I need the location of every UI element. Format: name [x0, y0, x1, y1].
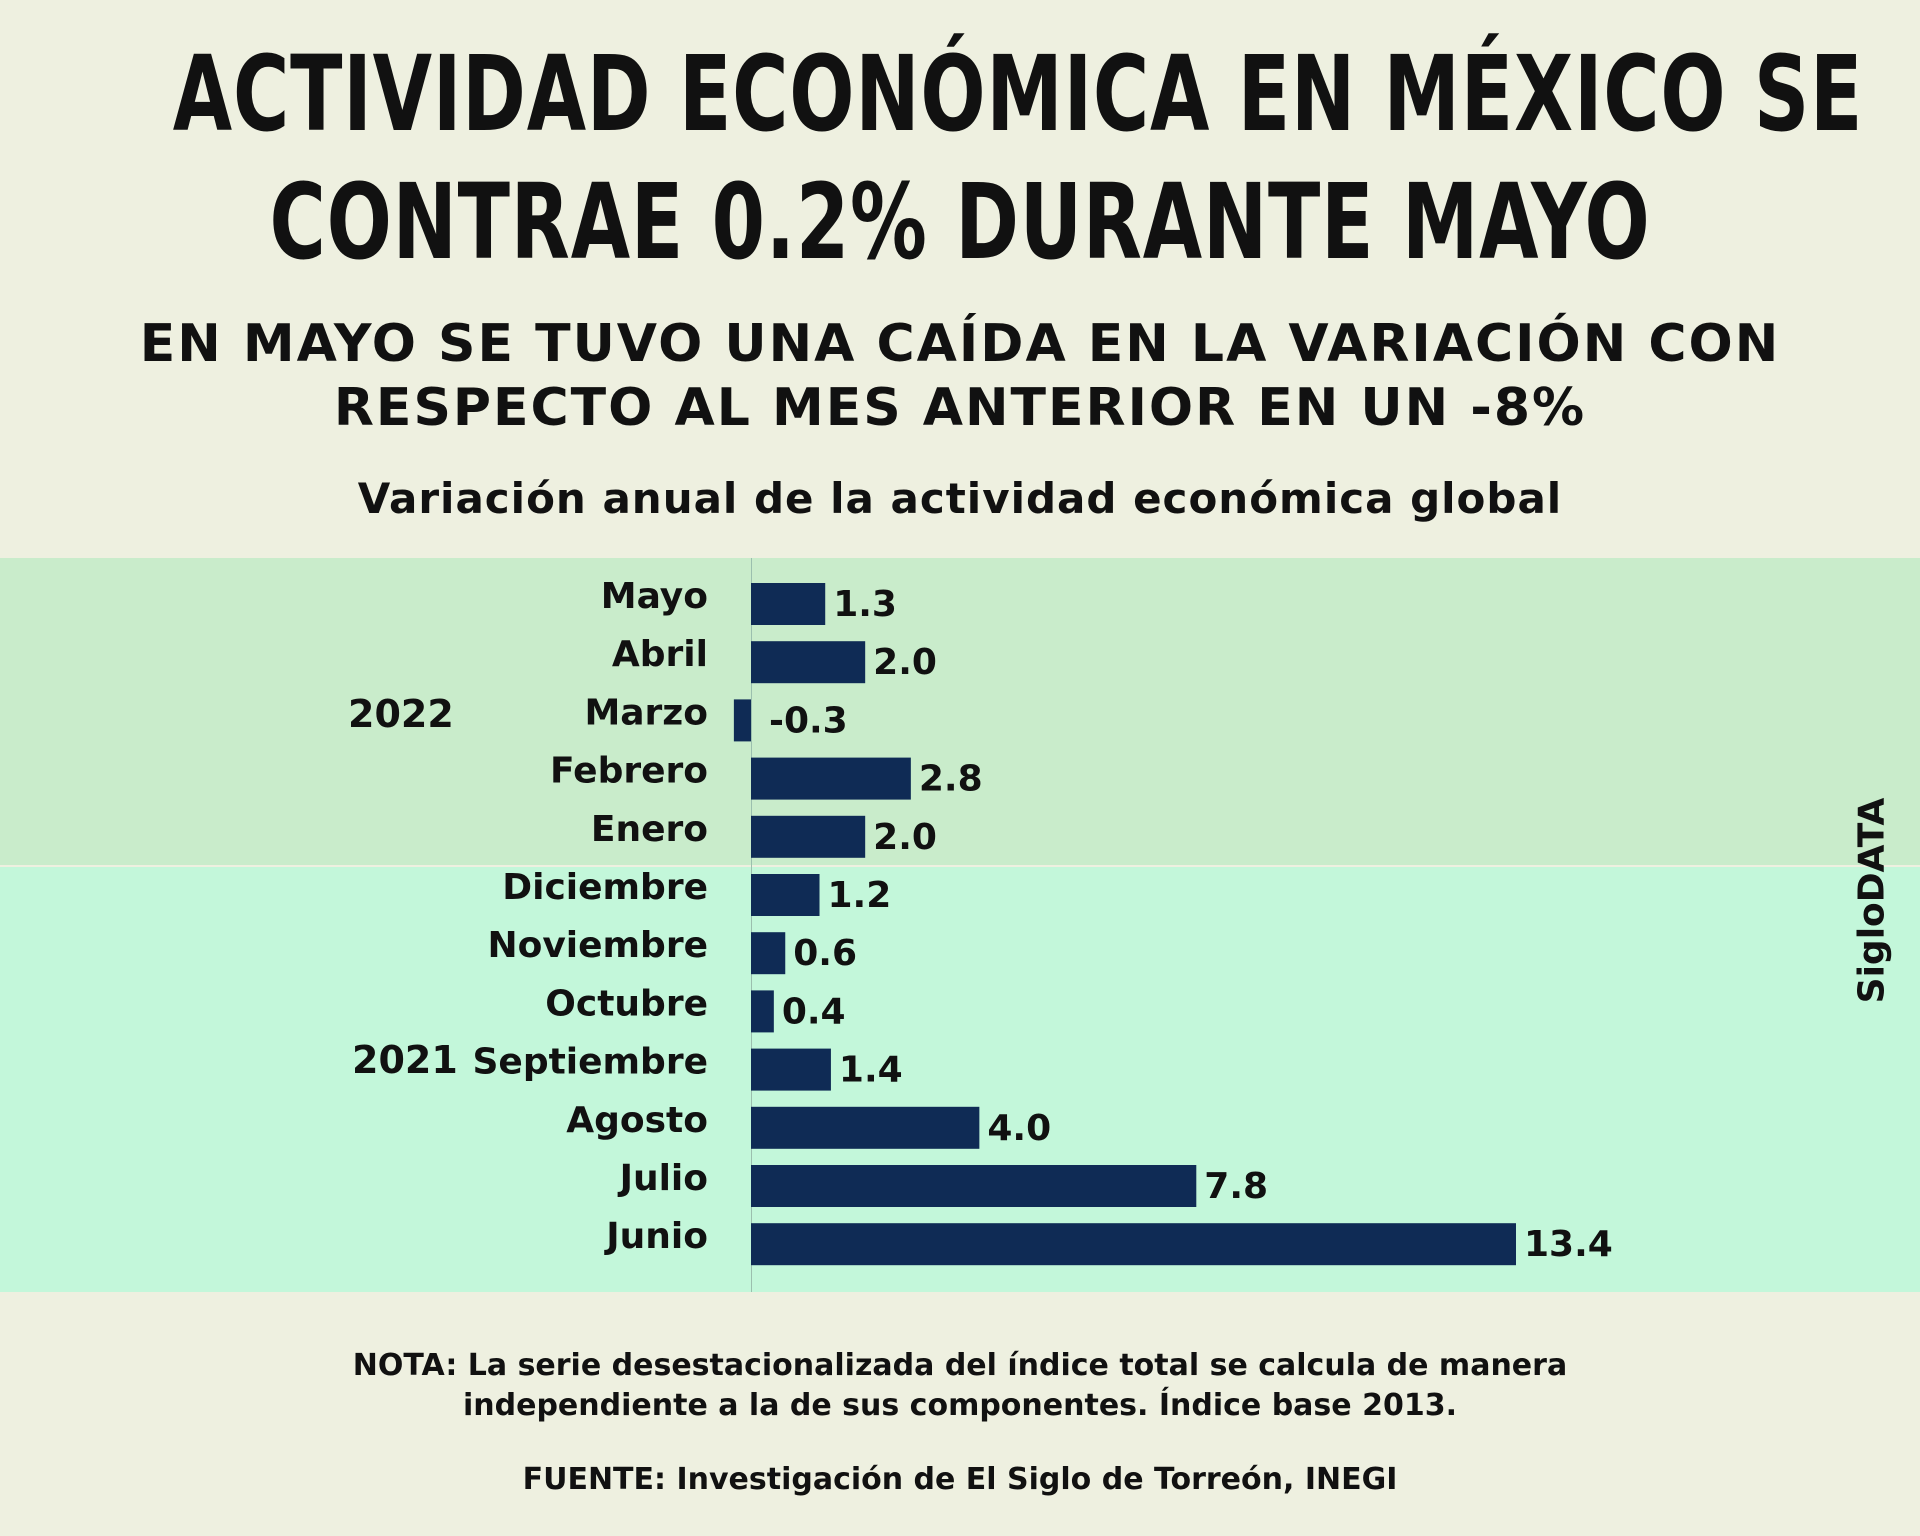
bar-junio [751, 1223, 1516, 1266]
bar-marzo [733, 699, 751, 742]
bar-febrero [751, 757, 911, 800]
value-label-abril: 2.0 [873, 642, 937, 683]
bar-agosto [751, 1106, 980, 1149]
band-2021 [0, 867, 1920, 1292]
source: FUENTE: Investigación de El Siglo de Tor… [522, 1462, 1398, 1497]
value-label-septiembre: 1.4 [839, 1050, 903, 1091]
value-label-agosto: 4.0 [987, 1108, 1051, 1149]
chart-title: Variación anual de la actividad económic… [357, 474, 1563, 523]
category-label-septiembre: Septiembre [472, 1042, 708, 1083]
value-label-diciembre: 1.2 [828, 875, 892, 916]
value-label-octubre: 0.4 [782, 991, 846, 1032]
note: NOTA: La serie desestacionalizada del ín… [0, 1346, 1920, 1426]
category-label-agosto: Agosto [566, 1100, 708, 1141]
value-label-noviembre: 0.6 [793, 933, 857, 974]
value-label-julio: 7.8 [1204, 1166, 1268, 1207]
page-title: ACTIVIDAD ECONÓMICA EN MÉXICO SE CONTRAE… [172, 30, 1864, 286]
bar-enero [751, 815, 866, 858]
bar-julio [751, 1165, 1197, 1207]
subtitle: EN MAYO SE TUVO UNA CAÍDA EN LA VARIACIÓ… [0, 312, 1920, 440]
band-2022 [0, 558, 1920, 865]
note-line-1: NOTA: La serie desestacionalizada del ín… [352, 1348, 1568, 1383]
value-label-junio: 13.4 [1524, 1224, 1613, 1265]
value-label-enero: 2.0 [873, 817, 937, 858]
value-label-marzo: -0.3 [769, 700, 848, 741]
year-label-2022: 2022 [348, 692, 454, 736]
category-label-octubre: Octubre [545, 983, 708, 1024]
category-label-enero: Enero [591, 809, 708, 850]
brand-label: SigloDATA [1851, 797, 1893, 1004]
subtitle-line-1: EN MAYO SE TUVO UNA CAÍDA EN LA VARIACIÓ… [139, 314, 1781, 374]
value-label-mayo: 1.3 [833, 584, 897, 625]
subtitle-line-2: RESPECTO AL MES ANTERIOR EN UN -8% [333, 378, 1587, 438]
bar-octubre [751, 990, 774, 1033]
category-label-junio: Junio [603, 1216, 708, 1257]
category-label-marzo: Marzo [584, 692, 708, 733]
title-line-2: CONTRAE 0.2% DURANTE MAYO [269, 161, 1651, 283]
category-label-julio: Julio [617, 1158, 708, 1199]
category-label-noviembre: Noviembre [487, 925, 708, 966]
category-label-febrero: Febrero [550, 751, 708, 792]
category-label-abril: Abril [612, 634, 708, 675]
note-line-2: independiente a la de sus componentes. Í… [463, 1388, 1457, 1423]
category-label-diciembre: Diciembre [502, 867, 708, 908]
bar-mayo [751, 583, 826, 625]
title-line-1: ACTIVIDAD ECONÓMICA EN MÉXICO SE [172, 33, 1864, 155]
year-label-2021: 2021 [352, 1038, 458, 1082]
bar-abril [751, 641, 866, 684]
bar-diciembre [751, 874, 820, 916]
bar-septiembre [751, 1048, 831, 1091]
bar-noviembre [751, 932, 786, 975]
category-label-mayo: Mayo [601, 576, 708, 617]
value-label-febrero: 2.8 [919, 759, 983, 800]
zero-axis-line [751, 558, 752, 1292]
